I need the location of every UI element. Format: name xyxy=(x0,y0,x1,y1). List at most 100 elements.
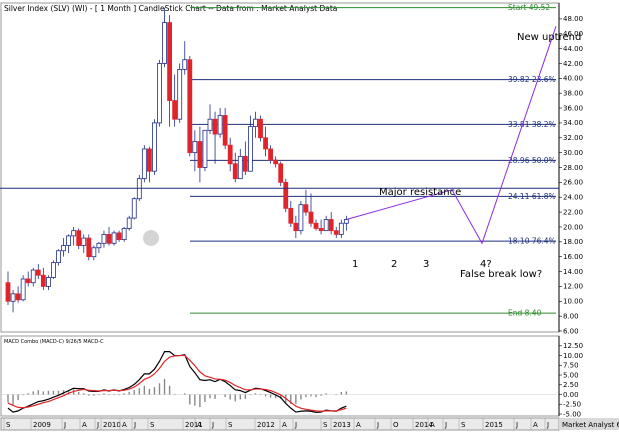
candle-body xyxy=(343,219,349,224)
fib-label: 39.82 23.6% xyxy=(508,75,556,84)
x-tick-label: J xyxy=(376,421,379,429)
macd-y-tick-label: -2.50 xyxy=(563,401,581,409)
candle-body xyxy=(81,237,87,246)
y-tick-label: 46.00 xyxy=(563,30,583,38)
candle-body xyxy=(293,222,299,232)
x-tick-label: 2013 xyxy=(333,421,351,429)
breakout-circle xyxy=(143,230,159,246)
x-tick-label: S xyxy=(150,421,155,429)
macd-series-signal xyxy=(7,354,347,412)
candle-body xyxy=(86,237,92,258)
macd-title: MACD Combo (MACD-C) 9/26/5 MACD-C xyxy=(4,339,104,345)
candle-body xyxy=(76,230,82,246)
fib-label: End 8.40 xyxy=(508,309,542,318)
y-tick-label: 8.00 xyxy=(563,312,579,320)
candle-body xyxy=(116,232,122,240)
candle-body xyxy=(5,282,11,302)
annotation-low-2: 2 xyxy=(391,259,397,270)
price-panel: Silver Index (SLV) (WI) - [ 1 Month ] Ca… xyxy=(0,2,583,335)
candle-body xyxy=(263,137,268,150)
candle-body xyxy=(227,144,233,165)
candle-body xyxy=(162,22,167,64)
macd-y-tick-label: 5.00 xyxy=(563,371,579,379)
candle-body xyxy=(197,141,203,168)
candle-body xyxy=(192,141,198,154)
fib-label: 18.10 76.4% xyxy=(508,237,556,246)
candle-body xyxy=(187,59,193,154)
x-tick-label: J xyxy=(133,421,136,429)
y-tick-label: 6.00 xyxy=(563,327,579,335)
candle-body xyxy=(15,293,21,301)
y-tick-label: 16.00 xyxy=(563,253,583,261)
x-tick-label: A xyxy=(356,421,361,429)
y-tick-label: 30.00 xyxy=(563,149,583,157)
y-tick-label: 38.00 xyxy=(563,89,583,97)
candle-body xyxy=(333,230,339,235)
x-tick-label: 2010 xyxy=(103,421,121,429)
candle-body xyxy=(126,217,132,229)
candle-body xyxy=(253,118,258,128)
x-tick-label: 2009 xyxy=(33,421,51,429)
y-tick-label: 44.00 xyxy=(563,45,583,53)
y-tick-label: 20.00 xyxy=(563,223,583,231)
candle-body xyxy=(96,242,102,249)
x-tick-label: J xyxy=(294,421,297,429)
macd-y-tick-label: 12.50 xyxy=(563,342,583,350)
annotation-low-1: 1 xyxy=(352,259,358,270)
candle-body xyxy=(212,118,218,135)
candle-body xyxy=(111,232,117,244)
annotation-major-resistance: Major resistance xyxy=(379,187,461,198)
candle-body xyxy=(91,247,97,258)
x-tick-label: J xyxy=(515,421,518,429)
candle-body xyxy=(318,228,324,232)
candle-body xyxy=(51,262,56,278)
candle-body xyxy=(20,278,26,301)
candle-body xyxy=(202,129,208,168)
x-tick-label: A xyxy=(82,421,87,429)
x-tick-label: S xyxy=(461,421,466,429)
watermark: Market Analyst 6 xyxy=(562,421,619,429)
annotation-low-3: 3 xyxy=(423,259,429,270)
y-tick-label: 12.00 xyxy=(563,283,583,291)
candle-body xyxy=(273,159,279,165)
candle-body xyxy=(283,181,289,209)
candle-body xyxy=(232,163,238,180)
x-tick-label: S xyxy=(228,421,233,429)
x-tick-label: A xyxy=(282,421,287,429)
fib-label: 24.11 61.8% xyxy=(508,192,556,201)
candle-body xyxy=(146,148,152,172)
y-tick-label: 10.00 xyxy=(563,298,583,306)
candle-body xyxy=(217,115,223,135)
x-tick-label: A xyxy=(197,421,202,429)
annotation-low-4: 4? xyxy=(480,259,492,270)
y-tick-label: 32.00 xyxy=(563,134,583,142)
candle-body xyxy=(141,148,147,180)
macd-y-tick-label: 7.50 xyxy=(563,362,579,370)
candle-body xyxy=(177,69,183,120)
candle-body xyxy=(121,228,127,240)
y-tick-label: 24.00 xyxy=(563,194,583,202)
x-tick-label: S xyxy=(6,421,11,429)
fib-label: Start 49.52 xyxy=(508,3,550,12)
x-tick-label: J xyxy=(211,421,214,429)
x-tick-label: J xyxy=(63,421,66,429)
x-tick-label: A xyxy=(122,421,127,429)
candle-body xyxy=(46,277,51,287)
x-tick-label: 2011 xyxy=(185,421,203,429)
candle-body xyxy=(172,100,178,120)
candle-body xyxy=(298,204,304,232)
fib-label: 28.96 50.0% xyxy=(508,156,556,165)
y-tick-label: 22.00 xyxy=(563,208,583,216)
x-tick-label: A xyxy=(533,421,538,429)
candle-body xyxy=(237,155,243,180)
candle-body xyxy=(288,207,294,224)
y-tick-label: 26.00 xyxy=(563,179,583,187)
candle-body xyxy=(338,222,344,235)
y-tick-label: 14.00 xyxy=(563,268,583,276)
x-tick-label: J xyxy=(96,421,99,429)
candle-body xyxy=(313,222,319,229)
macd-panel: MACD Combo (MACD-C) 9/26/5 MACD-C 12.50 1… xyxy=(0,335,583,418)
candle-body xyxy=(323,219,329,232)
candle-body xyxy=(56,250,61,264)
x-tick-label: J xyxy=(444,421,447,429)
